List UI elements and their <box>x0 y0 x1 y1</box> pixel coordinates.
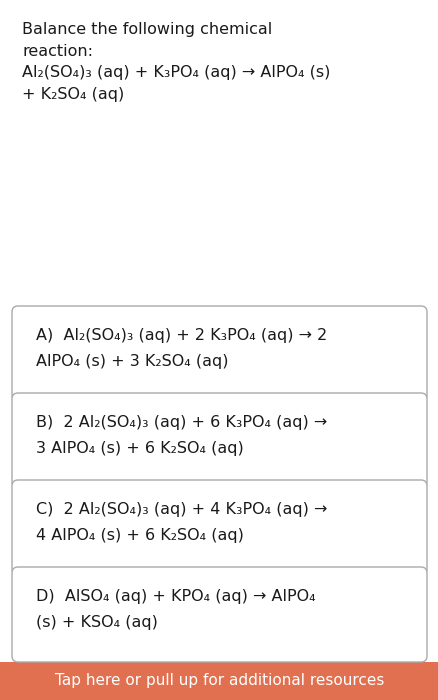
Text: Tap here or pull up for additional resources: Tap here or pull up for additional resou… <box>55 673 383 689</box>
FancyBboxPatch shape <box>12 480 426 575</box>
Text: 3 AlPO₄ (s) + 6 K₂SO₄ (aq): 3 AlPO₄ (s) + 6 K₂SO₄ (aq) <box>36 441 243 456</box>
FancyBboxPatch shape <box>12 306 426 401</box>
Text: (s) + KSO₄ (aq): (s) + KSO₄ (aq) <box>36 615 158 630</box>
Text: 4 AlPO₄ (s) + 6 K₂SO₄ (aq): 4 AlPO₄ (s) + 6 K₂SO₄ (aq) <box>36 528 244 543</box>
Text: Al₂(SO₄)₃ (aq) + K₃PO₄ (aq) → AlPO₄ (s): Al₂(SO₄)₃ (aq) + K₃PO₄ (aq) → AlPO₄ (s) <box>22 65 330 80</box>
Text: + K₂SO₄ (aq): + K₂SO₄ (aq) <box>22 87 124 101</box>
Text: D)  AlSO₄ (aq) + KPO₄ (aq) → AlPO₄: D) AlSO₄ (aq) + KPO₄ (aq) → AlPO₄ <box>36 589 315 604</box>
Text: B)  2 Al₂(SO₄)₃ (aq) + 6 K₃PO₄ (aq) →: B) 2 Al₂(SO₄)₃ (aq) + 6 K₃PO₄ (aq) → <box>36 415 326 430</box>
Text: AlPO₄ (s) + 3 K₂SO₄ (aq): AlPO₄ (s) + 3 K₂SO₄ (aq) <box>36 354 228 369</box>
Text: C)  2 Al₂(SO₄)₃ (aq) + 4 K₃PO₄ (aq) →: C) 2 Al₂(SO₄)₃ (aq) + 4 K₃PO₄ (aq) → <box>36 502 327 517</box>
FancyBboxPatch shape <box>12 393 426 488</box>
Text: Balance the following chemical: Balance the following chemical <box>22 22 272 37</box>
FancyBboxPatch shape <box>0 662 438 700</box>
Text: A)  Al₂(SO₄)₃ (aq) + 2 K₃PO₄ (aq) → 2: A) Al₂(SO₄)₃ (aq) + 2 K₃PO₄ (aq) → 2 <box>36 328 326 343</box>
FancyBboxPatch shape <box>12 567 426 662</box>
Text: reaction:: reaction: <box>22 43 93 59</box>
